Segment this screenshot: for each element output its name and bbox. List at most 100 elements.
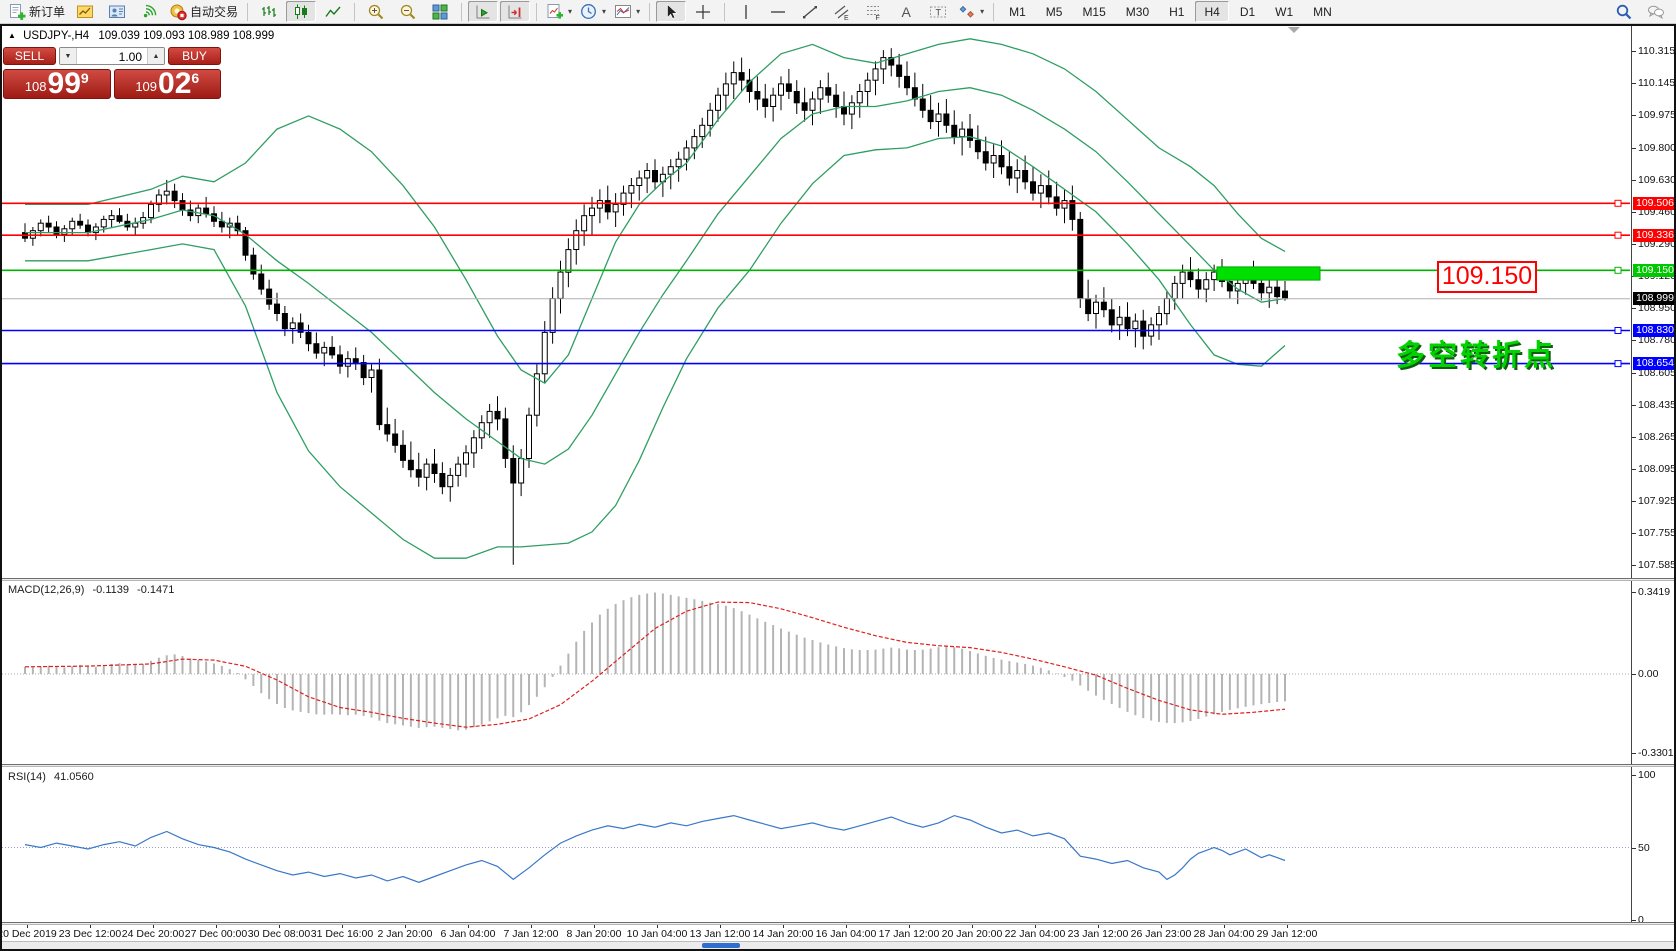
- time-tick-mark: [909, 925, 910, 928]
- hline-handle: [1614, 266, 1622, 274]
- zoom-in-icon: [367, 3, 385, 21]
- tf-h4-button[interactable]: H4: [1195, 1, 1229, 22]
- tf-mn-button-label: MN: [1313, 4, 1332, 19]
- time-tick-mark: [153, 925, 154, 928]
- auto-scroll-icon: [474, 3, 492, 21]
- hline-109.150[interactable]: [2, 266, 1630, 274]
- periods-icon: [580, 3, 598, 21]
- bar-chart-button[interactable]: [254, 1, 284, 22]
- new-order-button[interactable]: 新订单: [5, 1, 68, 22]
- macd-signal-line: [24, 601, 1286, 728]
- tf-w1-button-label: W1: [1275, 4, 1294, 19]
- price-axis[interactable]: 110.315 110.145 109.975 109.800 109.630 109.4…: [1631, 26, 1676, 926]
- symbol-name: USDJPY-,H4: [23, 30, 90, 42]
- macd-panel-divider[interactable]: [2, 578, 1674, 581]
- time-tick-label: 28 Jan 04:00: [1193, 928, 1255, 940]
- time-tick-label: 17 Jan 12:00: [878, 928, 940, 940]
- axis-tick-label: 0: [1638, 914, 1644, 926]
- hline-button[interactable]: [763, 1, 793, 22]
- auto-scroll-button[interactable]: [468, 1, 499, 22]
- tf-mn-button[interactable]: MN: [1304, 1, 1341, 22]
- autotrade-button[interactable]: 自动交易: [166, 1, 241, 22]
- axis-tick-mark: [1632, 179, 1636, 181]
- profiles-button[interactable]: [102, 1, 132, 22]
- chart-shift-button[interactable]: [500, 1, 531, 22]
- scrollbar-thumb[interactable]: [702, 943, 740, 948]
- macd-plot[interactable]: [2, 581, 1630, 764]
- toolbar-separator: [536, 2, 538, 21]
- time-tick-mark: [405, 925, 406, 928]
- shapes-button[interactable]: ▾: [955, 1, 987, 22]
- periods-button[interactable]: ▾: [577, 1, 609, 22]
- crosshair-button[interactable]: [688, 1, 718, 22]
- time-tick-label: 20 Jan 20:00: [941, 928, 1003, 940]
- volume-decrease-icon[interactable]: ▼: [60, 48, 77, 64]
- chart-shift-icon: [506, 3, 524, 21]
- tf-h1-button[interactable]: H1: [1160, 1, 1193, 22]
- toolbar-separator: [354, 2, 356, 21]
- label-icon: T: [929, 3, 947, 21]
- dropdown-caret-icon[interactable]: ▾: [980, 7, 985, 16]
- hline-108.830[interactable]: [2, 327, 1630, 334]
- cursor-button[interactable]: [656, 1, 687, 22]
- tile-windows-button[interactable]: [425, 1, 455, 22]
- price-chart-plot[interactable]: [2, 26, 1630, 578]
- tf-d1-button[interactable]: D1: [1231, 1, 1264, 22]
- line-chart-button[interactable]: [318, 1, 348, 22]
- new-chart-button[interactable]: [70, 1, 100, 22]
- main-toolbar: 新订单 自动交易 ▾ ▾ ▾ E F A T ▾ M1 M5 M15 M30 H1 H4 D1 W1 MN: [0, 0, 1676, 24]
- dropdown-caret-icon[interactable]: ▾: [602, 7, 607, 16]
- tf-m15-button-label: M15: [1082, 4, 1106, 19]
- time-tick-mark: [657, 925, 658, 928]
- channel-button[interactable]: E: [827, 1, 857, 22]
- sell-price-quote[interactable]: 108 99 9: [3, 69, 111, 99]
- sell-button[interactable]: SELL: [3, 47, 56, 65]
- label-button[interactable]: T: [923, 1, 953, 22]
- tf-m15-button[interactable]: M15: [1073, 1, 1114, 22]
- price-level-badge: 108.654: [1633, 357, 1674, 371]
- text-button[interactable]: A: [891, 1, 921, 22]
- bottom-scroll-strip: [2, 941, 1674, 949]
- highlight-zone-rect[interactable]: [1216, 266, 1321, 281]
- rsi-plot[interactable]: [2, 768, 1630, 922]
- volume-input[interactable]: 1.00: [118, 50, 142, 64]
- tf-m30-button[interactable]: M30: [1117, 1, 1158, 22]
- time-axis[interactable]: 20 Dec 2019 23 Dec 12:00 24 Dec 20:00 27 De…: [0, 925, 1674, 941]
- search-button[interactable]: [1609, 1, 1639, 22]
- volume-increase-icon[interactable]: ▲: [147, 48, 164, 64]
- buy-price-quote[interactable]: 109 02 6: [113, 69, 221, 99]
- pivot-note-text[interactable]: 多空转折点: [1396, 340, 1557, 372]
- axis-tick-mark: [1632, 372, 1636, 374]
- time-tick-mark: [1224, 925, 1225, 928]
- templates-button[interactable]: ▾: [611, 1, 643, 22]
- profiles-icon: [108, 3, 126, 21]
- vline-button[interactable]: [731, 1, 761, 22]
- axis-tick-label: 108.435: [1638, 398, 1676, 411]
- chart-quick-nav-icon[interactable]: [1288, 27, 1300, 33]
- axis-tick-label: 108.950: [1638, 301, 1676, 314]
- zoom-out-button[interactable]: [393, 1, 423, 22]
- fibonacci-button[interactable]: F: [859, 1, 889, 22]
- dropdown-caret-icon[interactable]: ▾: [636, 7, 641, 16]
- zoom-in-button[interactable]: [361, 1, 391, 22]
- trendline-button[interactable]: [795, 1, 825, 22]
- toolbar-separator: [649, 2, 651, 21]
- market-signals-button[interactable]: [134, 1, 164, 22]
- price-callout-textbox[interactable]: 109.150: [1437, 261, 1537, 293]
- time-tick-label: 7 Jan 12:00: [503, 928, 559, 940]
- tf-h1-button-label: H1: [1169, 4, 1185, 19]
- buy-button[interactable]: BUY: [168, 47, 221, 65]
- hline-109.506[interactable]: [2, 199, 1630, 207]
- rsi-panel-divider[interactable]: [2, 764, 1674, 767]
- tf-w1-button[interactable]: W1: [1266, 1, 1302, 22]
- tf-m5-button[interactable]: M5: [1037, 1, 1072, 22]
- chat-button[interactable]: [1641, 1, 1671, 22]
- indicators-button[interactable]: ▾: [543, 1, 575, 22]
- candlestick-chart-button[interactable]: [286, 1, 317, 22]
- collapse-panel-icon[interactable]: ▲: [8, 31, 16, 40]
- hline-109.336[interactable]: [2, 231, 1630, 239]
- axis-tick-label: 108.095: [1638, 462, 1676, 475]
- tf-m1-button[interactable]: M1: [1000, 1, 1035, 22]
- dropdown-caret-icon[interactable]: ▾: [568, 7, 573, 16]
- hline-108.654[interactable]: [2, 360, 1630, 368]
